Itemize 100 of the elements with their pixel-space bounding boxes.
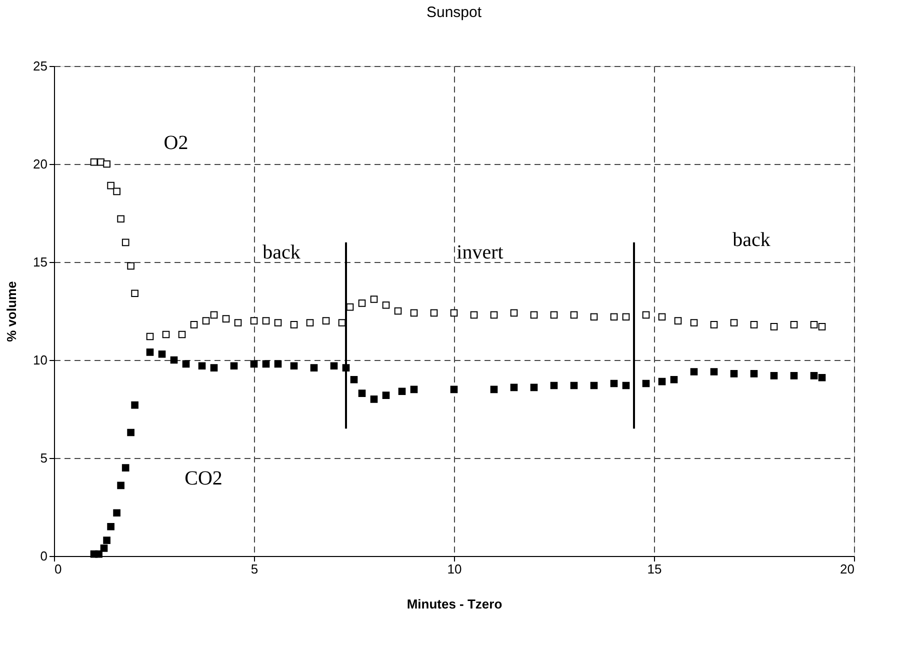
annotation: O2 bbox=[164, 132, 188, 154]
point bbox=[550, 382, 558, 390]
point bbox=[790, 321, 798, 328]
point bbox=[202, 317, 210, 324]
point bbox=[222, 315, 230, 323]
point bbox=[122, 238, 130, 246]
point bbox=[127, 428, 134, 436]
point bbox=[570, 311, 578, 319]
point bbox=[100, 544, 108, 552]
point bbox=[290, 321, 298, 328]
x-tick-label: 15 bbox=[647, 562, 662, 576]
point bbox=[306, 319, 314, 326]
point bbox=[107, 182, 114, 190]
point bbox=[658, 313, 666, 321]
point bbox=[113, 188, 120, 196]
point bbox=[710, 368, 718, 376]
point bbox=[570, 382, 578, 390]
x-tick-label: 5 bbox=[250, 562, 258, 576]
point bbox=[250, 360, 258, 368]
point bbox=[162, 330, 170, 338]
point bbox=[590, 382, 598, 390]
point bbox=[642, 311, 650, 319]
point bbox=[730, 370, 738, 378]
point bbox=[322, 317, 330, 324]
point bbox=[710, 321, 718, 328]
x-axis-title: Minutes - Tzero bbox=[406, 596, 502, 612]
point bbox=[690, 368, 698, 376]
x-tick-label: 0 bbox=[54, 562, 62, 576]
point bbox=[790, 372, 798, 380]
point bbox=[410, 309, 418, 317]
point bbox=[450, 386, 458, 394]
y-axis-title: % volume bbox=[4, 281, 20, 342]
x-tick-label: 20 bbox=[840, 562, 854, 576]
point bbox=[178, 330, 186, 338]
point bbox=[510, 384, 518, 392]
point bbox=[290, 362, 298, 370]
point bbox=[310, 364, 318, 372]
point bbox=[658, 378, 666, 386]
point bbox=[818, 323, 826, 330]
point bbox=[210, 311, 218, 319]
point bbox=[674, 317, 682, 324]
x-tick-label: 10 bbox=[447, 562, 462, 576]
point bbox=[530, 311, 538, 319]
point bbox=[818, 374, 826, 382]
annotation: back bbox=[732, 229, 770, 251]
point bbox=[490, 386, 498, 394]
point bbox=[146, 332, 154, 340]
point bbox=[358, 300, 366, 307]
y-tick-label: 25 bbox=[33, 58, 48, 74]
point bbox=[622, 382, 630, 390]
point bbox=[250, 317, 258, 324]
point bbox=[330, 362, 338, 370]
point bbox=[190, 321, 198, 328]
point bbox=[234, 319, 242, 326]
point bbox=[622, 313, 630, 321]
point bbox=[642, 380, 650, 388]
point bbox=[95, 550, 102, 558]
point bbox=[131, 290, 138, 298]
point bbox=[170, 356, 178, 364]
point bbox=[113, 509, 120, 517]
point bbox=[470, 311, 478, 319]
point bbox=[103, 536, 110, 544]
point bbox=[274, 319, 282, 326]
point bbox=[370, 396, 378, 403]
point bbox=[690, 319, 698, 326]
y-tick-label: 10 bbox=[33, 352, 48, 368]
point bbox=[146, 348, 154, 356]
point bbox=[382, 301, 390, 309]
point bbox=[530, 384, 538, 392]
point bbox=[158, 350, 166, 358]
point bbox=[182, 360, 190, 368]
point bbox=[394, 307, 402, 315]
point bbox=[358, 390, 366, 397]
annotation: back bbox=[262, 242, 300, 264]
point bbox=[274, 360, 282, 368]
point bbox=[127, 262, 134, 270]
point bbox=[210, 364, 218, 372]
point bbox=[262, 317, 270, 324]
point bbox=[262, 360, 270, 368]
y-tick-label: 20 bbox=[33, 156, 48, 172]
point bbox=[430, 309, 438, 317]
point bbox=[382, 392, 390, 399]
point bbox=[117, 482, 124, 490]
point bbox=[117, 215, 124, 223]
point bbox=[550, 311, 558, 319]
point bbox=[131, 401, 138, 409]
point bbox=[350, 376, 358, 384]
point bbox=[450, 309, 458, 317]
point bbox=[198, 362, 206, 370]
y-tick-label: 5 bbox=[40, 450, 48, 466]
point bbox=[370, 296, 378, 303]
point bbox=[770, 323, 778, 330]
point bbox=[770, 372, 778, 380]
point bbox=[230, 362, 238, 370]
y-tick-label: 0 bbox=[40, 548, 48, 564]
point bbox=[103, 160, 110, 168]
point bbox=[610, 313, 618, 321]
point bbox=[750, 370, 758, 378]
point bbox=[107, 522, 114, 530]
point bbox=[670, 376, 678, 384]
